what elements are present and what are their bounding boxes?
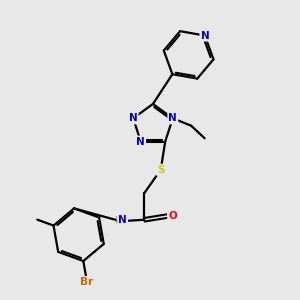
Text: N: N	[118, 215, 127, 225]
Text: S: S	[157, 165, 164, 175]
Text: Br: Br	[80, 277, 94, 287]
Text: N: N	[168, 113, 177, 123]
Text: N: N	[200, 31, 209, 40]
Text: N: N	[136, 136, 145, 147]
Text: O: O	[168, 211, 177, 221]
Text: H: H	[114, 216, 120, 225]
Text: N: N	[129, 113, 138, 123]
